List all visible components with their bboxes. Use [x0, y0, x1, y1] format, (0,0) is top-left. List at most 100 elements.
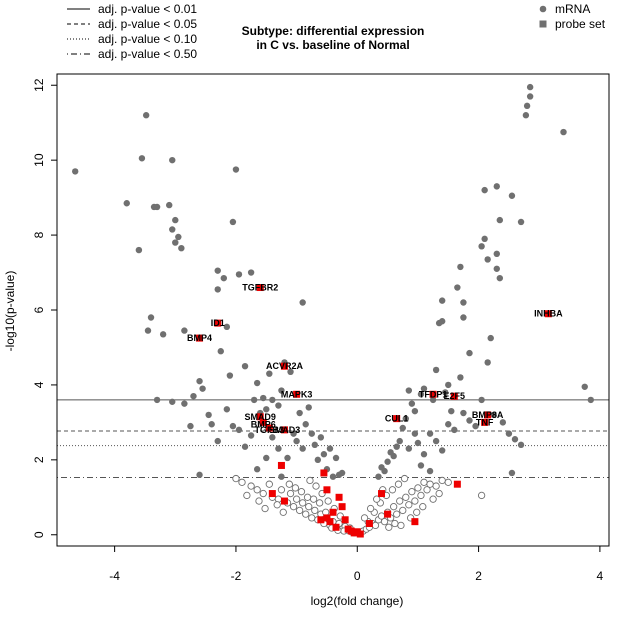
probe-set-point: [268, 490, 276, 498]
threshold-lines: [57, 399, 609, 478]
significant-point: [493, 265, 500, 272]
probe-set-point: [481, 418, 489, 426]
significant-point: [247, 432, 255, 439]
significant-point: [402, 415, 409, 422]
probe-set-point: [484, 411, 492, 419]
significant-point: [426, 430, 434, 437]
probe-set-point: [329, 508, 337, 516]
probe-set-point: [338, 503, 346, 511]
significant-point: [250, 396, 258, 404]
significant-point: [299, 445, 306, 452]
significant-point: [481, 235, 488, 243]
y-tick-label: 2: [32, 456, 46, 463]
significant-point: [396, 437, 403, 445]
nonsignificant-point: [366, 504, 375, 513]
significant-point: [241, 362, 249, 370]
significant-point: [275, 445, 282, 452]
nonsignificant-point: [397, 521, 405, 530]
nonsignificant-point: [400, 474, 409, 483]
gene-label: SMAD9: [244, 412, 276, 422]
nonsignificant-point: [360, 514, 369, 522]
significant-point: [190, 392, 197, 400]
gene-label: E2F5: [444, 391, 466, 401]
significant-point: [138, 155, 146, 162]
nonsignificant-point: [253, 486, 261, 494]
significant-point: [247, 269, 255, 276]
nonsignificant-point: [390, 503, 398, 511]
significant-point: [223, 323, 231, 331]
significant-point: [269, 396, 276, 404]
probe-set-point: [453, 480, 461, 488]
nonsignificant-point: [261, 504, 269, 513]
y-tick-label: 4: [32, 381, 46, 388]
significant-point: [496, 216, 504, 224]
nonsignificant-point: [388, 486, 397, 494]
nonsignificant-point: [291, 484, 300, 492]
nonsignificant-point: [312, 482, 320, 490]
significant-point: [284, 454, 291, 462]
nonsignificant-point: [385, 523, 393, 531]
significant-point: [517, 441, 525, 449]
significant-point: [493, 183, 500, 190]
significant-point: [169, 226, 176, 233]
nonsignificant-point: [238, 478, 246, 486]
significant-point: [405, 387, 413, 394]
significant-point: [253, 379, 261, 387]
significant-point: [411, 407, 419, 415]
significant-point: [417, 391, 425, 398]
y-tick-label: 8: [32, 231, 46, 238]
significant-point: [442, 389, 449, 396]
significant-point: [214, 267, 221, 274]
significant-point: [560, 128, 567, 136]
significant-point: [166, 201, 173, 209]
significant-point: [320, 451, 328, 458]
significant-point: [522, 112, 530, 119]
nonsignificant-point: [259, 489, 267, 498]
significant-point: [181, 400, 188, 407]
nonsignificant-point: [306, 476, 314, 485]
gene-label: BMP4: [187, 333, 212, 343]
significant-point: [144, 327, 152, 334]
significant-point: [487, 334, 494, 342]
probe-set-point: [332, 523, 340, 531]
significant-point: [290, 430, 297, 437]
significant-point: [205, 411, 212, 419]
nonsignificant-point: [429, 495, 437, 503]
significant-point: [305, 404, 312, 411]
nonsignificant-point: [391, 519, 399, 528]
significant-point: [414, 439, 422, 447]
significant-point: [587, 396, 595, 404]
nonsignificant-point: [423, 486, 431, 494]
probe-set-point: [378, 490, 386, 498]
probe-set-point: [293, 390, 301, 398]
nonsignificant-point: [265, 480, 273, 488]
significant-point: [275, 402, 282, 409]
significant-point: [478, 396, 485, 404]
nonsignificant-point: [285, 480, 293, 488]
nonsignificant-point: [243, 491, 251, 500]
significant-point: [266, 370, 273, 377]
significant-point: [260, 394, 267, 402]
probe-set-point: [323, 486, 331, 494]
significant-point: [235, 271, 243, 278]
significant-point: [411, 430, 419, 437]
significant-point: [466, 417, 473, 424]
nonsignificant-point: [279, 508, 287, 516]
probe-set-point: [256, 284, 264, 292]
nonsignificant-point: [420, 478, 428, 486]
probe-set-point: [280, 362, 288, 370]
significant-point: [523, 102, 531, 110]
probe-set-point: [429, 390, 437, 398]
significant-point: [269, 434, 276, 441]
legend-label-010: adj. p-value < 0.10: [98, 32, 197, 46]
gene-label: ACVR2A: [266, 361, 304, 371]
nonsignificant-point: [305, 503, 313, 511]
significant-point: [172, 239, 179, 246]
y-tick-label: 0: [32, 531, 46, 538]
significant-point: [472, 422, 479, 430]
significant-point: [526, 93, 534, 100]
significant-point: [408, 400, 416, 407]
nonsignificant-point: [297, 488, 306, 496]
